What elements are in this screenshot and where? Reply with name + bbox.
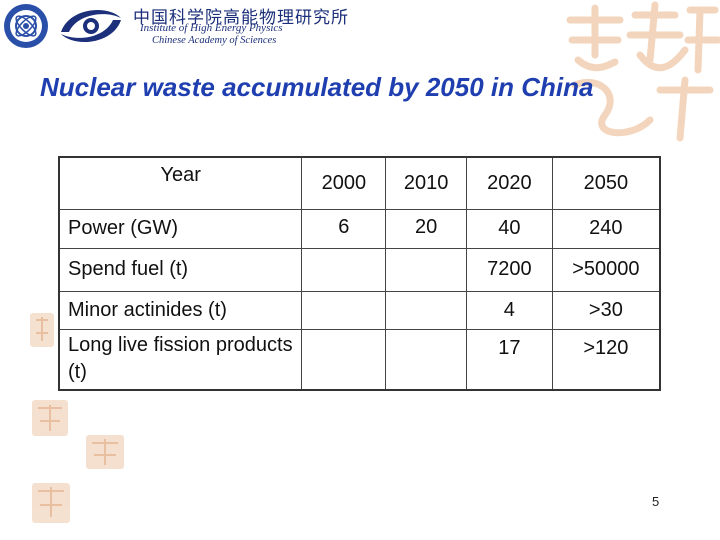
table-row: Long live fission products (t) 17 >120 bbox=[58, 328, 661, 391]
table-cell: 6 bbox=[301, 208, 387, 249]
table-cell: 17 bbox=[466, 328, 553, 391]
institute-name-chinese: 中国科学院高能物理研究所 bbox=[133, 8, 349, 28]
table-cell bbox=[301, 290, 387, 330]
year-header-cell: Year bbox=[58, 156, 303, 210]
institute-name-english: Institute of High Energy Physics bbox=[140, 22, 283, 34]
year-header: 2050 bbox=[551, 156, 661, 210]
cas-logo bbox=[4, 4, 48, 48]
table-cell: >30 bbox=[551, 290, 661, 330]
row-label: Spend fuel (t) bbox=[58, 247, 303, 292]
institute-header: 中国科学院高能物理研究所 Institute of High Energy Ph… bbox=[0, 0, 720, 55]
table-cell: 4 bbox=[466, 290, 553, 330]
year-header: 2010 bbox=[385, 156, 467, 210]
table-cell bbox=[385, 247, 467, 292]
table-cell bbox=[385, 290, 467, 330]
table-row: Spend fuel (t) 7200 >50000 bbox=[58, 247, 661, 292]
academy-name-english: Chinese Academy of Sciences bbox=[152, 35, 277, 46]
table-cell bbox=[301, 328, 387, 391]
row-label: Power (GW) bbox=[58, 208, 303, 249]
table-row: Power (GW) 6 20 40 240 bbox=[58, 208, 661, 249]
table-header-row: Year 2000 2010 2020 2050 bbox=[58, 156, 661, 210]
table-cell: 7200 bbox=[466, 247, 553, 292]
year-header: 2000 bbox=[301, 156, 387, 210]
slide-title: Nuclear waste accumulated by 2050 in Chi… bbox=[40, 72, 594, 102]
ihep-logo bbox=[61, 9, 121, 43]
table-cell: 20 bbox=[385, 208, 467, 249]
page-number: 5 bbox=[652, 494, 660, 509]
table-row: Minor actinides (t) 4 >30 bbox=[58, 290, 661, 330]
calligraphy-watermark bbox=[566, 1, 720, 142]
table-cell: 240 bbox=[551, 208, 661, 249]
row-label: Long live fission products (t) bbox=[58, 328, 303, 391]
table-cell: >120 bbox=[551, 328, 661, 391]
nuclear-waste-table: Year 2000 2010 2020 2050 Power (GW) 6 20… bbox=[58, 156, 661, 391]
table-cell bbox=[301, 247, 387, 292]
row-label: Minor actinides (t) bbox=[58, 290, 303, 330]
table-cell bbox=[385, 328, 467, 391]
decorative-seal-stamps bbox=[30, 313, 124, 523]
table-cell: 40 bbox=[466, 208, 553, 249]
year-header: 2020 bbox=[466, 156, 553, 210]
table-cell: >50000 bbox=[551, 247, 661, 292]
